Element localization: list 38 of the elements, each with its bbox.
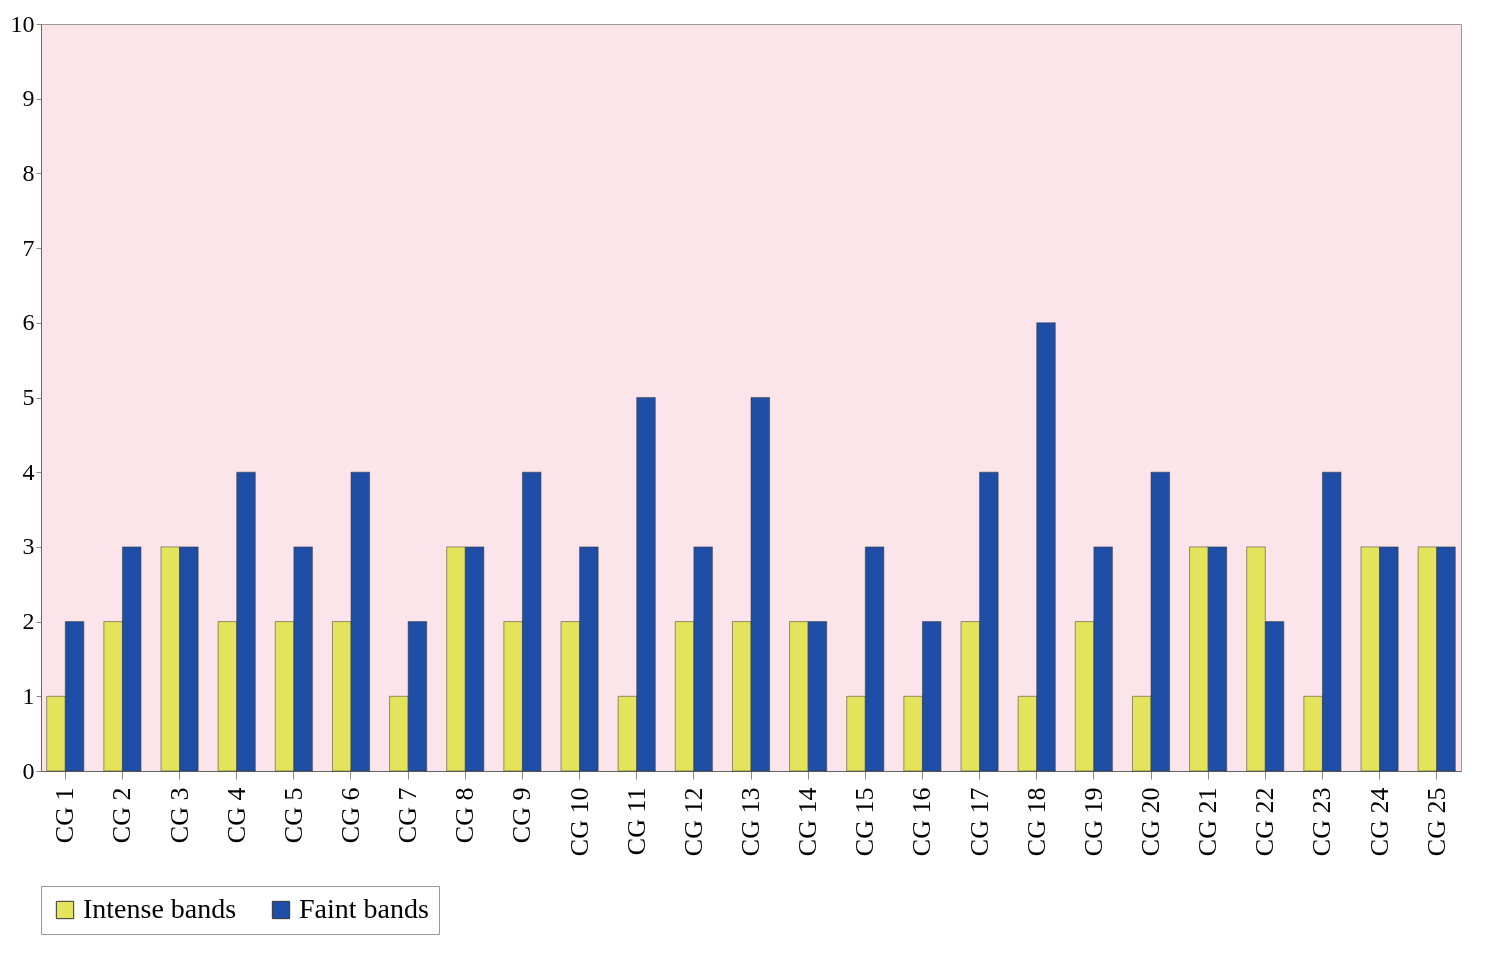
y-tick-label: 9 <box>22 85 35 112</box>
x-tick-label: CG 11 <box>621 787 651 856</box>
legend-label: Intense bands <box>83 893 237 924</box>
x-tick-label: CG 9 <box>507 787 537 844</box>
y-tick-label: 4 <box>22 458 35 485</box>
x-tick-label: CG 14 <box>793 787 823 857</box>
x-tick-label: CG 7 <box>393 787 423 844</box>
y-tick-label: 8 <box>22 159 35 186</box>
x-tick-label: CG 8 <box>450 787 480 844</box>
x-tick-label: CG 3 <box>164 787 194 844</box>
x-tick-label: CG 16 <box>907 787 937 857</box>
y-tick-label: 7 <box>22 234 35 261</box>
x-tick-label: CG 21 <box>1193 787 1223 857</box>
x-tick-label: CG 19 <box>1078 787 1108 857</box>
x-tick-label: CG 13 <box>736 787 765 857</box>
y-tick-label: 1 <box>22 682 35 709</box>
y-tick-label: 10 <box>10 10 35 37</box>
x-tick-label: CG 4 <box>221 787 251 844</box>
y-tick-label: 6 <box>22 309 35 336</box>
x-tick-label: CG 17 <box>964 787 994 857</box>
x-tick-label: CG 5 <box>278 787 308 844</box>
y-tick-label: 5 <box>22 384 35 410</box>
y-tick-label: 0 <box>22 757 35 784</box>
x-tick-label: CG 20 <box>1136 787 1165 857</box>
x-tick-label: CG 12 <box>678 787 708 857</box>
x-tick-label: CG 22 <box>1250 787 1280 857</box>
x-tick-label: CG 25 <box>1421 787 1451 857</box>
x-tick-label: CG 23 <box>1307 787 1337 857</box>
x-tick-label: CG 15 <box>850 787 880 857</box>
x-tick-label: CG 1 <box>50 787 80 844</box>
x-tick-label: CG 2 <box>107 787 137 844</box>
x-tick-label: CG 18 <box>1021 787 1051 857</box>
y-tick-label: 3 <box>22 533 35 560</box>
y-tick-label: 2 <box>22 608 35 635</box>
x-tick-label: CG 10 <box>564 787 594 857</box>
x-tick-label: CG 24 <box>1364 787 1394 857</box>
x-tick-label: CG 6 <box>336 787 365 844</box>
legend-label: Faint bands <box>299 893 429 924</box>
